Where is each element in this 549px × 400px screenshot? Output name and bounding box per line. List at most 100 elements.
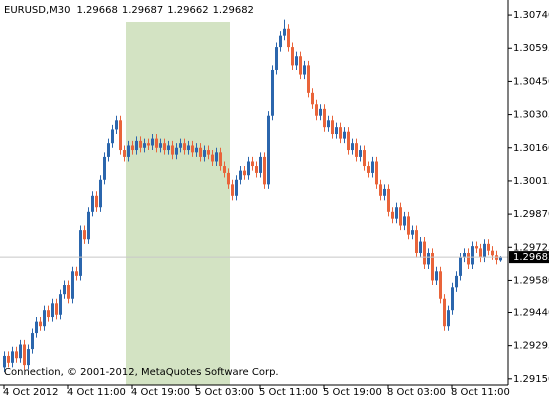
candle-body: [51, 303, 54, 318]
y-tick-label: 1.30740: [513, 10, 549, 21]
candle-body: [427, 252, 430, 265]
candle-body: [479, 248, 482, 258]
candle-body: [143, 143, 146, 148]
candle-body: [447, 310, 450, 327]
candle-body: [15, 351, 18, 359]
candle-body: [499, 257, 502, 261]
candle-body: [23, 344, 26, 366]
candle-body: [299, 56, 302, 75]
y-tick-label: 1.29725: [513, 242, 549, 253]
candle-body: [303, 65, 306, 75]
candle-body: [287, 28, 290, 48]
candle-body: [439, 271, 442, 299]
candle-body: [263, 156, 266, 185]
candle-body: [471, 246, 474, 265]
candle-body: [399, 207, 402, 226]
candle-body: [271, 69, 274, 116]
candle-body: [307, 65, 310, 93]
candle-body: [359, 150, 362, 157]
candle-body: [395, 207, 398, 219]
last-open: 1.29668: [76, 5, 117, 16]
candle-body: [267, 115, 270, 185]
last-price-label: 1.29682: [513, 252, 549, 263]
candle-body: [135, 140, 138, 151]
candle-body: [243, 170, 246, 176]
y-tick-label: 1.30015: [513, 176, 549, 187]
candle-body: [339, 127, 342, 139]
last-close: 1.29682: [213, 5, 254, 16]
candle-body: [155, 138, 158, 148]
candle-body: [451, 287, 454, 311]
candle-body: [79, 230, 82, 276]
candle-body: [363, 150, 366, 167]
y-tick-label: 1.30305: [513, 110, 549, 121]
footer: Connection, © 2001-2012, MetaQuotes Soft…: [4, 367, 279, 378]
candle-body: [163, 143, 166, 151]
candle-body: [227, 172, 230, 185]
last-low: 1.29662: [167, 5, 208, 16]
candle-body: [483, 243, 486, 258]
candle-body: [175, 147, 178, 155]
candle-body: [91, 195, 94, 212]
y-tick-label: 1.29870: [513, 209, 549, 220]
candle-body: [343, 131, 346, 139]
candle-body: [371, 161, 374, 173]
y-tick-label: 1.29295: [513, 341, 549, 352]
candle-body: [207, 150, 210, 155]
highlight-zone: [126, 22, 230, 385]
candle-body: [383, 188, 386, 196]
candle-body: [111, 129, 114, 144]
candle-body: [191, 145, 194, 153]
candle-body: [423, 241, 426, 265]
candle-body: [59, 294, 62, 315]
candle-body: [203, 150, 206, 157]
candle-body: [199, 147, 202, 157]
candle-body: [247, 161, 250, 176]
candle-body: [335, 127, 338, 135]
candle-body: [127, 145, 130, 157]
candle-body: [475, 246, 478, 249]
x-tick-label: 5 Oct 19:00: [323, 387, 382, 398]
candle-body: [171, 145, 174, 155]
candle-body: [391, 211, 394, 219]
x-tick-label: 4 Oct 2012: [3, 387, 58, 398]
candle-body: [315, 104, 318, 116]
candle-body: [219, 152, 222, 167]
candle-body: [215, 152, 218, 162]
symbol: EURUSD,M30: [4, 5, 70, 16]
candle-body: [375, 161, 378, 185]
candle-body: [139, 140, 142, 148]
x-tick-label: 5 Oct 11:00: [259, 387, 318, 398]
candle-body: [279, 35, 282, 48]
candle-body: [459, 257, 462, 276]
candle-body: [387, 188, 390, 212]
last-price-box: [509, 251, 549, 264]
candle-body: [103, 156, 106, 180]
x-tick-label: 4 Oct 11:00: [67, 387, 126, 398]
candle-body: [7, 355, 10, 363]
y-tick-label: 1.30595: [513, 43, 549, 54]
candle-body: [87, 211, 90, 240]
y-tick-label: 1.30160: [513, 143, 549, 154]
candle-body: [39, 321, 42, 327]
candle-body: [3, 355, 6, 368]
x-tick-label: 8 Oct 11:00: [451, 387, 510, 398]
plot: [0, 19, 508, 372]
candle-body: [151, 138, 154, 146]
candle-body: [259, 156, 262, 173]
chart-title: EURUSD,M30 1.29668 1.29687 1.29662 1.29682: [4, 5, 254, 16]
candle-body: [179, 143, 182, 148]
candle-body: [159, 143, 162, 148]
candle-body: [235, 179, 238, 196]
candle-body: [415, 230, 418, 253]
y-tick-label: 1.29150: [513, 374, 549, 385]
candle-body: [43, 310, 46, 327]
candle-body: [331, 120, 334, 135]
candle-body: [11, 351, 14, 363]
candle-body: [283, 28, 286, 36]
candle-body: [83, 230, 86, 240]
y-tick-label: 1.30450: [513, 76, 549, 87]
